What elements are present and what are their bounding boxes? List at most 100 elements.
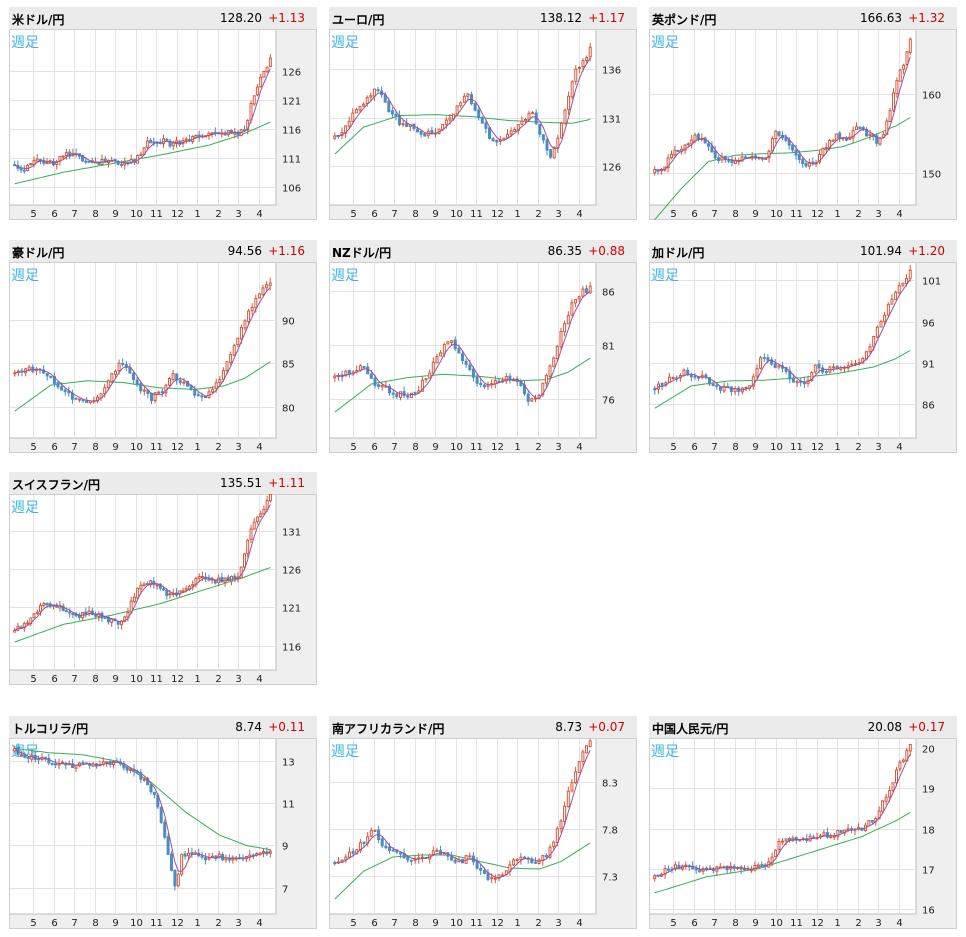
x-tick-label: 1 (514, 442, 520, 453)
candle-body (150, 392, 153, 401)
candle-body (756, 864, 760, 867)
candle-body (901, 282, 905, 286)
x-axis-area (649, 914, 957, 929)
candle-body (409, 392, 413, 398)
candle-body (67, 390, 71, 394)
x-tick-label: 2 (215, 918, 221, 929)
candle-body (727, 159, 731, 162)
y-tick-label: 106 (282, 184, 301, 195)
candle-body (220, 576, 224, 583)
candle-body (883, 314, 887, 322)
x-tick-label: 4 (256, 674, 262, 685)
y-tick-label: 85 (282, 360, 295, 371)
period-label: 週足 (651, 268, 679, 284)
x-tick-label: 2 (855, 209, 861, 220)
candle-body (168, 593, 172, 596)
candle-body (369, 830, 373, 837)
candle-body (468, 364, 472, 370)
x-tick-label: 12 (491, 442, 504, 453)
candle-body (801, 158, 805, 165)
candle-body (200, 576, 204, 578)
x-axis-area (329, 914, 637, 929)
candle-body (214, 382, 218, 389)
pair-title[interactable]: 中国人民元/円 (652, 722, 729, 736)
candle-body (751, 376, 755, 387)
candle-body (671, 377, 675, 379)
pair-title[interactable]: 米ドル/円 (12, 13, 65, 27)
candle-body (559, 331, 563, 348)
candle-body (534, 861, 537, 864)
candle-body (68, 151, 72, 157)
candle-body (175, 373, 179, 381)
candle-body (159, 807, 163, 823)
candle-body (908, 269, 912, 279)
y-tick-label: 11 (282, 800, 295, 811)
period-label: 週足 (651, 35, 679, 51)
candle-body (453, 859, 457, 863)
y-tick-label: 136 (602, 66, 621, 77)
y-axis-area (916, 738, 957, 929)
plot-area (649, 262, 917, 439)
y-tick-label: 80 (282, 404, 295, 415)
y-tick-label: 126 (282, 68, 301, 79)
candle-body (268, 494, 272, 502)
candle-body (373, 377, 377, 386)
ma-long-line (14, 121, 271, 185)
x-tick-label: 6 (371, 442, 377, 453)
pair-title[interactable]: 加ドル/円 (652, 246, 705, 260)
x-tick-label: 7 (71, 442, 77, 453)
candle-body (719, 386, 722, 391)
price-value: 138.12 (540, 11, 582, 25)
candle-body (366, 366, 370, 375)
y-tick-label: 7 (282, 885, 288, 896)
candle-body (81, 155, 85, 162)
change-value: +1.16 (268, 244, 305, 258)
candle-body (526, 393, 530, 402)
x-tick-label: 1 (514, 209, 520, 220)
y-tick-label: 19 (922, 785, 935, 796)
pair-title[interactable]: 豪ドル/円 (12, 246, 65, 260)
ma-short-line (14, 68, 271, 170)
candle-body (217, 853, 221, 859)
candle-body (39, 605, 42, 613)
candle-body (20, 754, 23, 757)
candle-body (171, 373, 175, 380)
candle-body (42, 603, 46, 607)
candle-body (405, 122, 409, 128)
pair-title[interactable]: ユーロ/円 (332, 13, 385, 27)
candle-body (705, 867, 708, 870)
price-value: 101.94 (860, 244, 902, 258)
pair-title[interactable]: トルコリラ/円 (12, 722, 89, 736)
candle-body (710, 145, 714, 153)
candle-body (829, 836, 833, 839)
candle-body (248, 854, 252, 858)
candle-body (45, 602, 49, 606)
x-tick-label: 11 (150, 442, 163, 453)
pair-title[interactable]: スイスフラン/円 (12, 478, 101, 492)
candle-body (482, 870, 486, 875)
x-tick-label: 4 (576, 209, 582, 220)
period-label: 週足 (11, 268, 39, 284)
x-tick-label: 9 (112, 442, 118, 453)
x-tick-label: 5 (670, 442, 676, 453)
candle-body (552, 146, 556, 159)
candle-body (480, 117, 484, 124)
candle-body (145, 140, 149, 148)
x-tick-label: 9 (432, 209, 438, 220)
x-tick-label: 2 (535, 442, 541, 453)
candle-body (574, 68, 578, 82)
panel-border (649, 738, 957, 929)
pair-title[interactable]: NZドル/円 (332, 246, 392, 260)
candle-body (506, 133, 509, 139)
x-tick-label: 5 (30, 442, 36, 453)
pair-title[interactable]: 南アフリカランド/円 (332, 722, 445, 736)
x-axis-area (9, 438, 317, 453)
x-tick-label: 6 (51, 918, 57, 929)
candle-body (444, 119, 448, 125)
ma-short-line (654, 754, 911, 877)
pair-title[interactable]: 英ポンド/円 (652, 13, 717, 27)
candle-body (152, 791, 156, 796)
x-tick-label: 3 (875, 209, 881, 220)
candle-body (689, 374, 693, 378)
